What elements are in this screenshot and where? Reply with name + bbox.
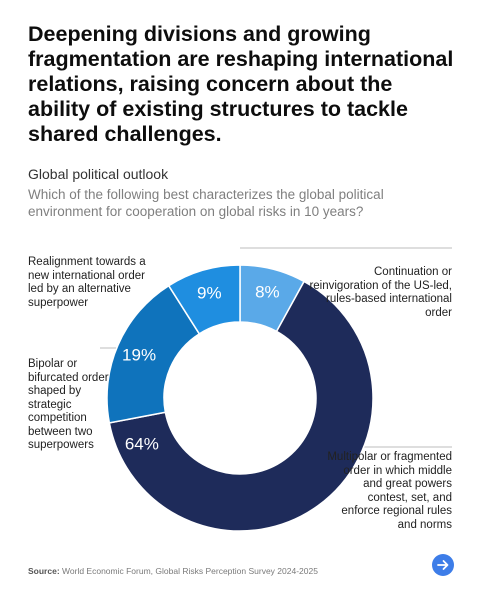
source-note: Source: World Economic Forum, Global Ris…: [28, 566, 318, 576]
source-label: Source:: [28, 566, 60, 576]
chart-title: Global political outlook: [28, 166, 169, 182]
slice-value-label: 8%: [255, 282, 280, 301]
slice-realignment: [167, 264, 241, 335]
arrow-right-icon: [437, 560, 449, 570]
label-multipolar: Multipolar or fragmented order in which …: [327, 451, 452, 531]
chart-subtitle: Which of the following best characterize…: [28, 187, 384, 219]
slice-value-label: 19%: [122, 345, 156, 364]
label-realignment: Realignment towards a new international …: [28, 256, 146, 309]
donut-slices: [106, 264, 374, 532]
slice-multipolar: [108, 280, 374, 532]
label-continuation: Continuation or reinvigoration of the US…: [309, 266, 452, 319]
source-text: World Economic Forum, Global Risks Perce…: [62, 566, 318, 576]
slice-value-labels: 8% 64% 19% 9%: [122, 282, 280, 453]
slice-value-label: 64%: [125, 435, 159, 454]
headline: Deepening divisions and growing fragment…: [28, 22, 454, 146]
next-button[interactable]: [432, 554, 454, 576]
label-bipolar: Bipolar or bifurcated order shaped by st…: [28, 358, 109, 451]
slice-value-label: 9%: [197, 283, 222, 302]
